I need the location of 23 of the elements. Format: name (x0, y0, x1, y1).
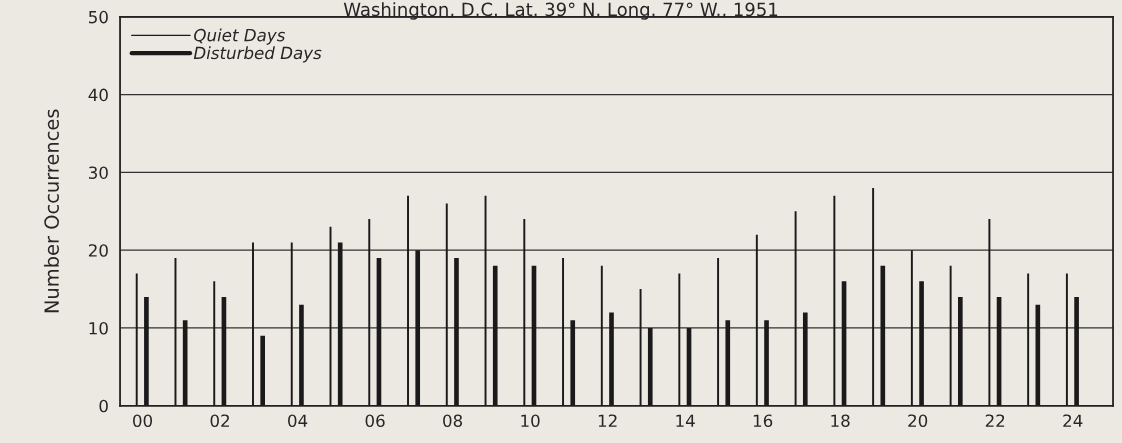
x-tick-label: 24 (1063, 414, 1083, 427)
x-tick-label: 22 (985, 414, 1005, 427)
y-tick-label: 50 (89, 10, 108, 24)
x-tick-label: 12 (598, 414, 617, 427)
x-tick-label: 10 (521, 414, 540, 428)
x-tick-label: 20 (908, 414, 928, 428)
x-tick-label: 18 (831, 414, 850, 428)
x-tick-label: 14 (676, 414, 695, 427)
y-tick-label: 0 (99, 399, 108, 413)
legend-label: Quiet Days (194, 28, 286, 45)
y-tick-label: 30 (89, 166, 108, 179)
x-tick-label: 08 (443, 414, 463, 428)
x-tick-label: 16 (753, 414, 773, 428)
x-tick-label: 04 (288, 414, 308, 428)
y-tick-label: 20 (88, 244, 108, 257)
x-tick-label: 06 (365, 414, 385, 428)
x-tick-label: 00 (133, 414, 153, 428)
legend-label: Disturbed Days (193, 46, 322, 63)
y-tick-label: 40 (88, 88, 108, 102)
chart-title: Washington, D.C. Lat. 39° N. Long. 77° W., 1951 (343, 2, 778, 20)
x-tick-label: 02 (210, 414, 229, 428)
y-axis-title: Number Occurrences (43, 109, 59, 313)
y-tick-label: 10 (89, 321, 108, 335)
